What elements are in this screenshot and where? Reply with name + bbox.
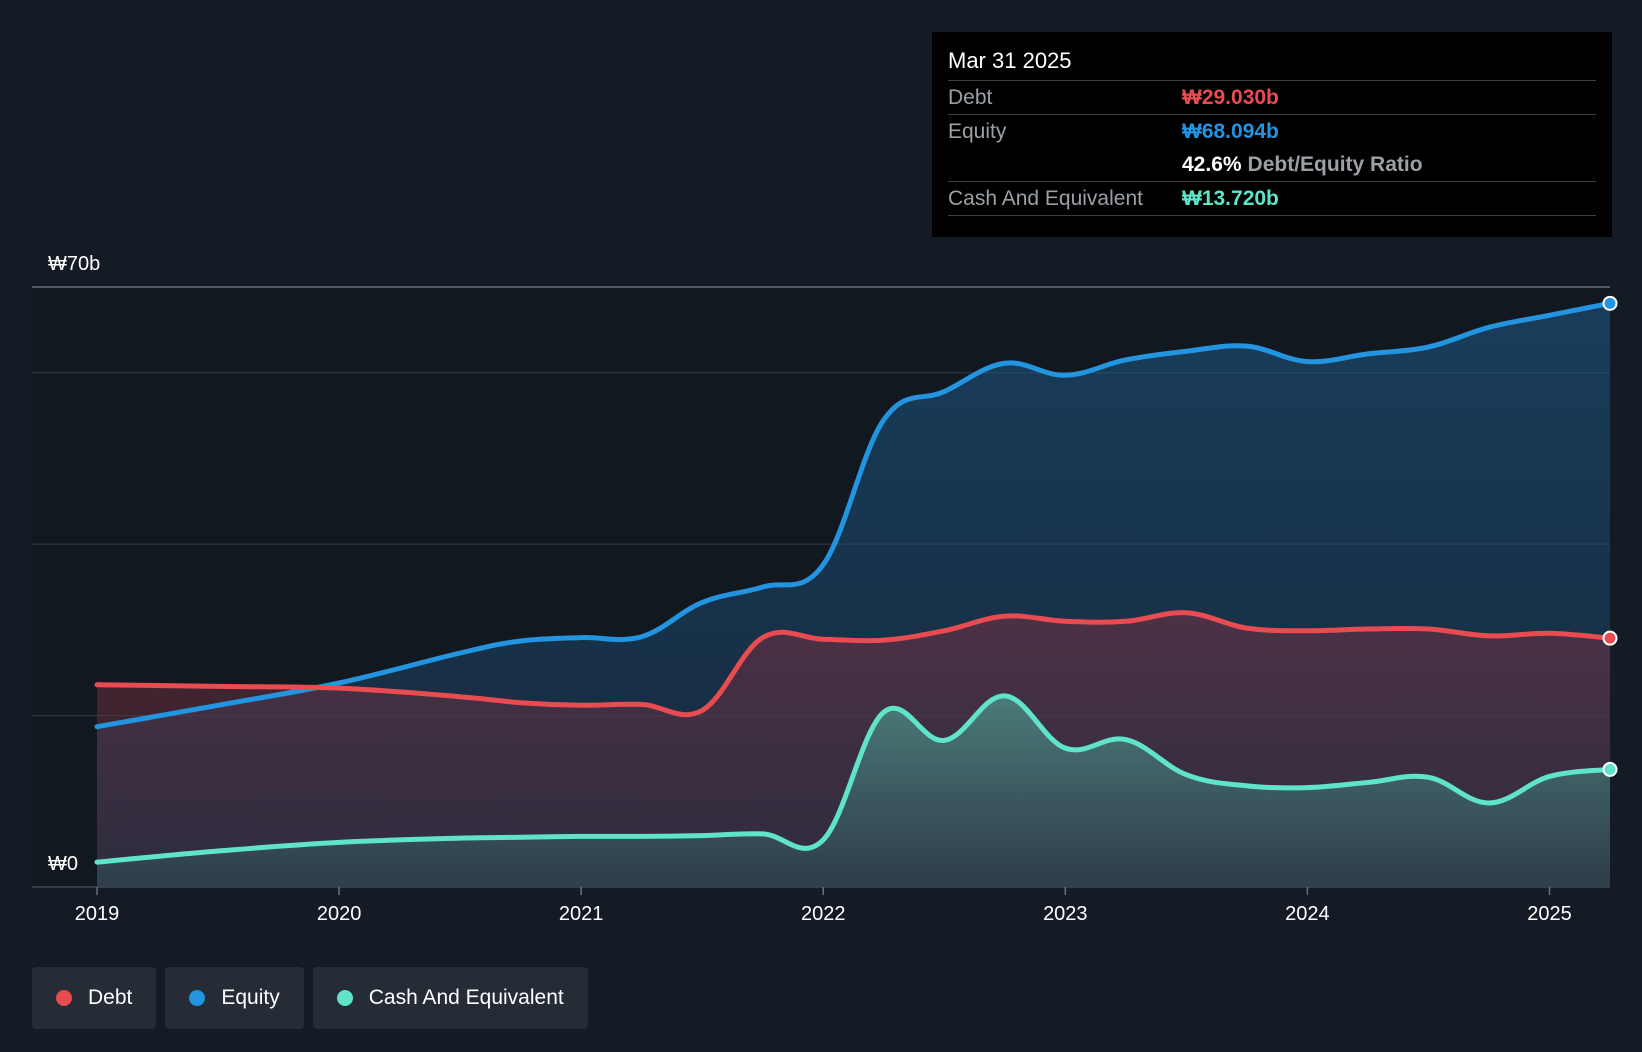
end-markers xyxy=(1602,295,1618,777)
legend-cash-dot-icon xyxy=(336,990,353,1006)
legend: Debt Equity Cash And Equivalent xyxy=(32,967,588,1029)
tooltip-ratio-spacer xyxy=(948,148,1182,181)
tooltip-debt-value: ₩29.030b xyxy=(1182,86,1279,109)
cash-line xyxy=(94,693,1613,865)
tooltip-debt-row: Debt ₩29.030b xyxy=(948,81,1596,115)
debt-end-marker[interactable] xyxy=(1602,630,1618,646)
tooltip-ratio-row: 42.6% Debt/Equity Ratio xyxy=(948,148,1596,182)
legend-debt-label: Debt xyxy=(88,986,133,1009)
legend-debt-dot-icon xyxy=(56,990,72,1006)
axes: ₩70b ₩0 2019 2020 2021 2022 2023 2024 2025 xyxy=(48,253,1572,925)
x-tick-label-2020: 2020 xyxy=(317,903,362,925)
y-axis-top-label: ₩70b xyxy=(48,253,100,275)
x-tick-label-2019: 2019 xyxy=(75,903,120,925)
tooltip-cash-value: ₩13.720b xyxy=(1182,187,1279,210)
x-tick-label-2025: 2025 xyxy=(1527,903,1572,925)
y-axis-bottom-label: ₩0 xyxy=(48,853,78,875)
debt-line xyxy=(94,610,1613,718)
series-lines xyxy=(94,300,1613,865)
tooltip-ratio-label: Debt/Equity Ratio xyxy=(1247,153,1423,176)
legend-cash-label: Cash And Equivalent xyxy=(368,986,564,1009)
x-tick-label-2023: 2023 xyxy=(1043,903,1088,925)
tooltip-cash-label: Cash And Equivalent xyxy=(948,187,1143,210)
legend-item-cash[interactable]: Cash And Equivalent xyxy=(312,967,588,1029)
legend-equity-label: Equity xyxy=(221,986,280,1009)
tooltip-equity-value: ₩68.094b xyxy=(1182,120,1279,143)
tooltip-cash-row: Cash And Equivalent ₩13.720b xyxy=(948,182,1596,216)
legend-equity-dot-icon xyxy=(189,990,206,1006)
equity-end-marker[interactable] xyxy=(1602,295,1618,311)
x-tick-label-2022: 2022 xyxy=(801,903,846,925)
x-tick-label-2024: 2024 xyxy=(1285,903,1330,925)
tooltip-ratio-value: 42.6% xyxy=(1182,153,1242,176)
cash-end-marker[interactable] xyxy=(1602,761,1618,777)
tooltip-equity-row: Equity ₩68.094b xyxy=(948,115,1596,148)
tooltip-panel: Mar 31 2025 Debt ₩29.030b Equity ₩68.094… xyxy=(932,32,1612,237)
equity-line xyxy=(94,300,1613,730)
legend-item-debt[interactable]: Debt xyxy=(32,967,157,1029)
tooltip-debt-label: Debt xyxy=(948,86,993,109)
x-tick-label-2021: 2021 xyxy=(559,903,604,925)
legend-item-equity[interactable]: Equity xyxy=(165,967,304,1029)
tooltip-date: Mar 31 2025 xyxy=(948,46,1596,81)
tooltip-equity-label: Equity xyxy=(948,120,1007,143)
